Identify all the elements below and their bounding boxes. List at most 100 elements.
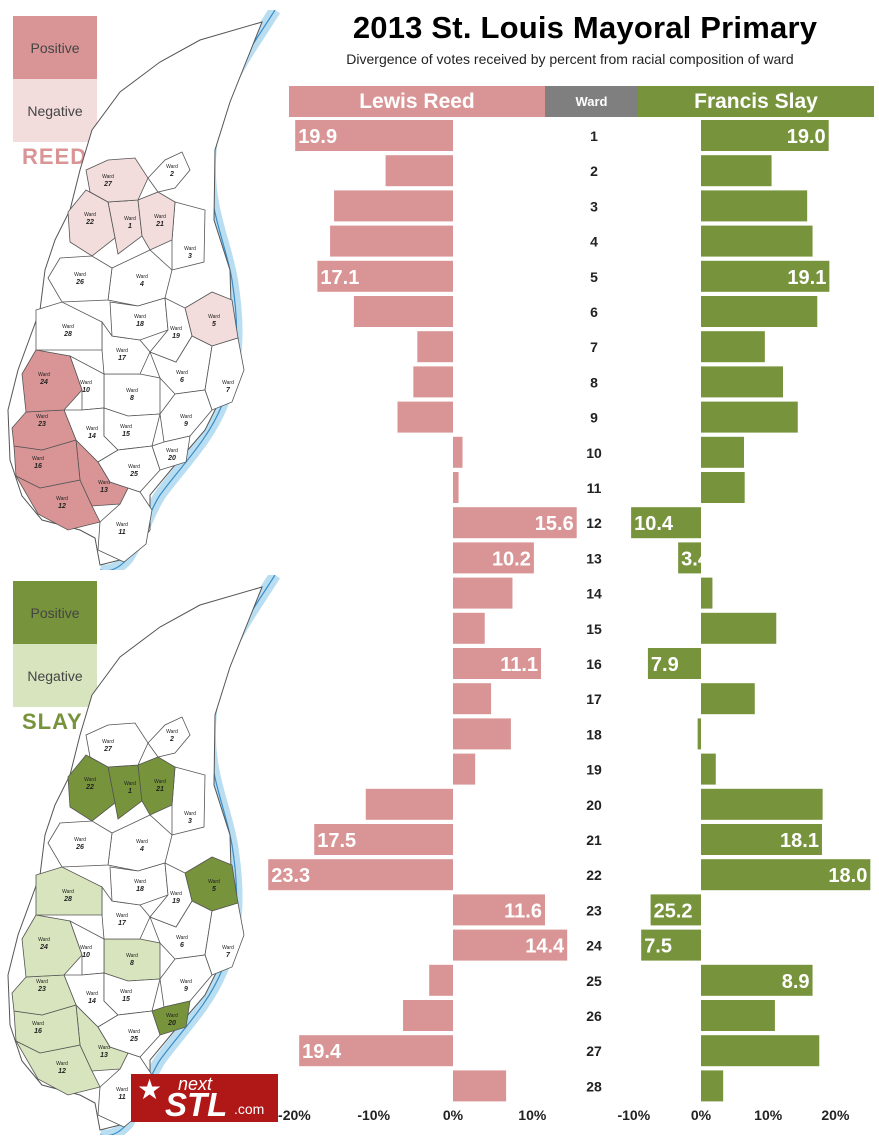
ward-map-caption: Ward	[170, 326, 182, 332]
slay-legend-positive: Positive	[13, 581, 97, 644]
slay-bar	[641, 929, 701, 961]
reed-bar	[453, 683, 492, 715]
ward-label: 21	[586, 832, 602, 848]
reed-bar	[453, 718, 511, 750]
ward-map-caption: Ward	[84, 212, 96, 218]
reed-bar	[417, 331, 453, 363]
ward-map-caption: Ward	[116, 348, 128, 354]
ward-map-number: 19	[172, 333, 180, 340]
reed-bar	[397, 401, 453, 433]
ward-map-number: 28	[63, 331, 72, 338]
ward-label: 16	[586, 656, 602, 672]
chart-subtitle: Divergence of votes received by percent …	[346, 51, 794, 67]
reed-axis-tick: -10%	[357, 1107, 390, 1123]
slay-bar	[650, 894, 701, 926]
star-icon: ★	[137, 1074, 163, 1105]
ward-label: 6	[590, 304, 598, 320]
ward-map-number: 7	[226, 387, 231, 394]
slay-bar-label: 7.9	[651, 654, 679, 676]
ward-map-caption: Ward	[128, 1029, 140, 1035]
slay-bar	[701, 824, 822, 855]
slay-bar	[701, 683, 755, 715]
ward-label: 12	[586, 515, 602, 531]
slay-legend-title: SLAY	[22, 709, 83, 734]
slay-bar	[701, 1000, 775, 1031]
ward-map-caption: Ward	[166, 1013, 178, 1019]
ward-map-caption: Ward	[56, 1061, 68, 1067]
ward-map-number: 28	[63, 896, 72, 903]
reed-map-ward-22	[67, 189, 116, 257]
ward-map-number: 2	[169, 171, 174, 178]
reed-legend-title: REED	[22, 144, 88, 169]
slay-bar	[701, 1035, 820, 1067]
reed-bar-label: 10.2	[492, 548, 531, 570]
slay-bar	[701, 753, 716, 785]
ward-map-number: 9	[184, 986, 188, 993]
slay-axis-tick: 0%	[691, 1107, 712, 1123]
ward-map-caption: Ward	[36, 414, 48, 420]
nextstl-logo: ★ next STL .com	[131, 1074, 278, 1122]
ward-map-number: 22	[85, 219, 94, 226]
ward-map-number: 21	[155, 221, 164, 228]
slay-axis-tick: 10%	[754, 1107, 783, 1123]
reed-map-ward-21	[137, 191, 176, 251]
ward-label: 19	[586, 762, 602, 778]
reed-map-ward-19	[149, 297, 193, 363]
ward-map-number: 18	[136, 886, 144, 893]
ward-map-caption: Ward	[116, 1087, 128, 1093]
ward-map-caption: Ward	[86, 426, 98, 432]
chart-title: 2013 St. Louis Mayoral Primary	[352, 10, 818, 45]
slay-bar	[678, 542, 701, 574]
ward-map-caption: Ward	[116, 522, 128, 528]
ward-map-caption: Ward	[176, 370, 188, 376]
reed-bar	[453, 648, 542, 679]
slay-axis-tick: -10%	[617, 1107, 650, 1123]
ward-map-number: 11	[118, 1094, 125, 1101]
reed-bar	[334, 190, 453, 222]
ward-map-number: 3	[188, 253, 192, 260]
ward-map-caption: Ward	[136, 274, 148, 280]
ward-column-header: Ward	[545, 86, 638, 117]
slay-bar	[701, 225, 813, 257]
ward-label: 4	[590, 234, 598, 250]
ward-map-number: 10	[82, 952, 90, 959]
slay-bar	[701, 155, 772, 187]
ward-map-number: 25	[129, 471, 138, 478]
slay-bar	[701, 260, 830, 292]
slay-column-header: Francis Slay	[638, 86, 874, 117]
reed-column-header: Lewis Reed	[289, 86, 545, 117]
reed-bar-label: 19.9	[298, 126, 337, 148]
ward-map-caption: Ward	[102, 739, 114, 745]
slay-map-ward-19	[149, 862, 193, 928]
slay-bar	[647, 648, 701, 679]
ward-map-caption: Ward	[154, 214, 166, 220]
slay-bar-label: 19.0	[787, 126, 826, 148]
ward-label: 11	[587, 480, 602, 496]
ward-map-number: 18	[136, 321, 144, 328]
reed-bar	[365, 788, 453, 820]
reed-bar	[385, 155, 453, 187]
ward-map-number: 27	[103, 746, 113, 753]
ward-map-caption: Ward	[170, 891, 182, 897]
ward-label: 9	[590, 410, 598, 426]
ward-map-caption: Ward	[134, 314, 146, 320]
ward-map-number: 24	[39, 944, 48, 951]
ward-map-number: 12	[58, 1068, 66, 1075]
ward-map-number: 24	[39, 379, 48, 386]
ward-map-caption: Ward	[222, 945, 234, 951]
ward-map-number: 4	[139, 281, 144, 288]
ward-map-caption: Ward	[184, 246, 196, 252]
slay-bar	[701, 331, 765, 363]
ward-map-caption: Ward	[124, 781, 136, 787]
ward-map-number: 10	[82, 387, 90, 394]
reed-bar	[429, 964, 453, 996]
ward-map-number: 27	[103, 181, 113, 188]
ward-map-number: 14	[88, 998, 96, 1005]
slay-axis-tick: 20%	[821, 1107, 850, 1123]
ward-map-number: 1	[128, 223, 132, 230]
ward-map-caption: Ward	[62, 324, 74, 330]
ward-map-caption: Ward	[124, 216, 136, 222]
ward-map-number: 20	[167, 455, 176, 462]
slay-bar	[631, 507, 701, 539]
ward-map-caption: Ward	[84, 777, 96, 783]
